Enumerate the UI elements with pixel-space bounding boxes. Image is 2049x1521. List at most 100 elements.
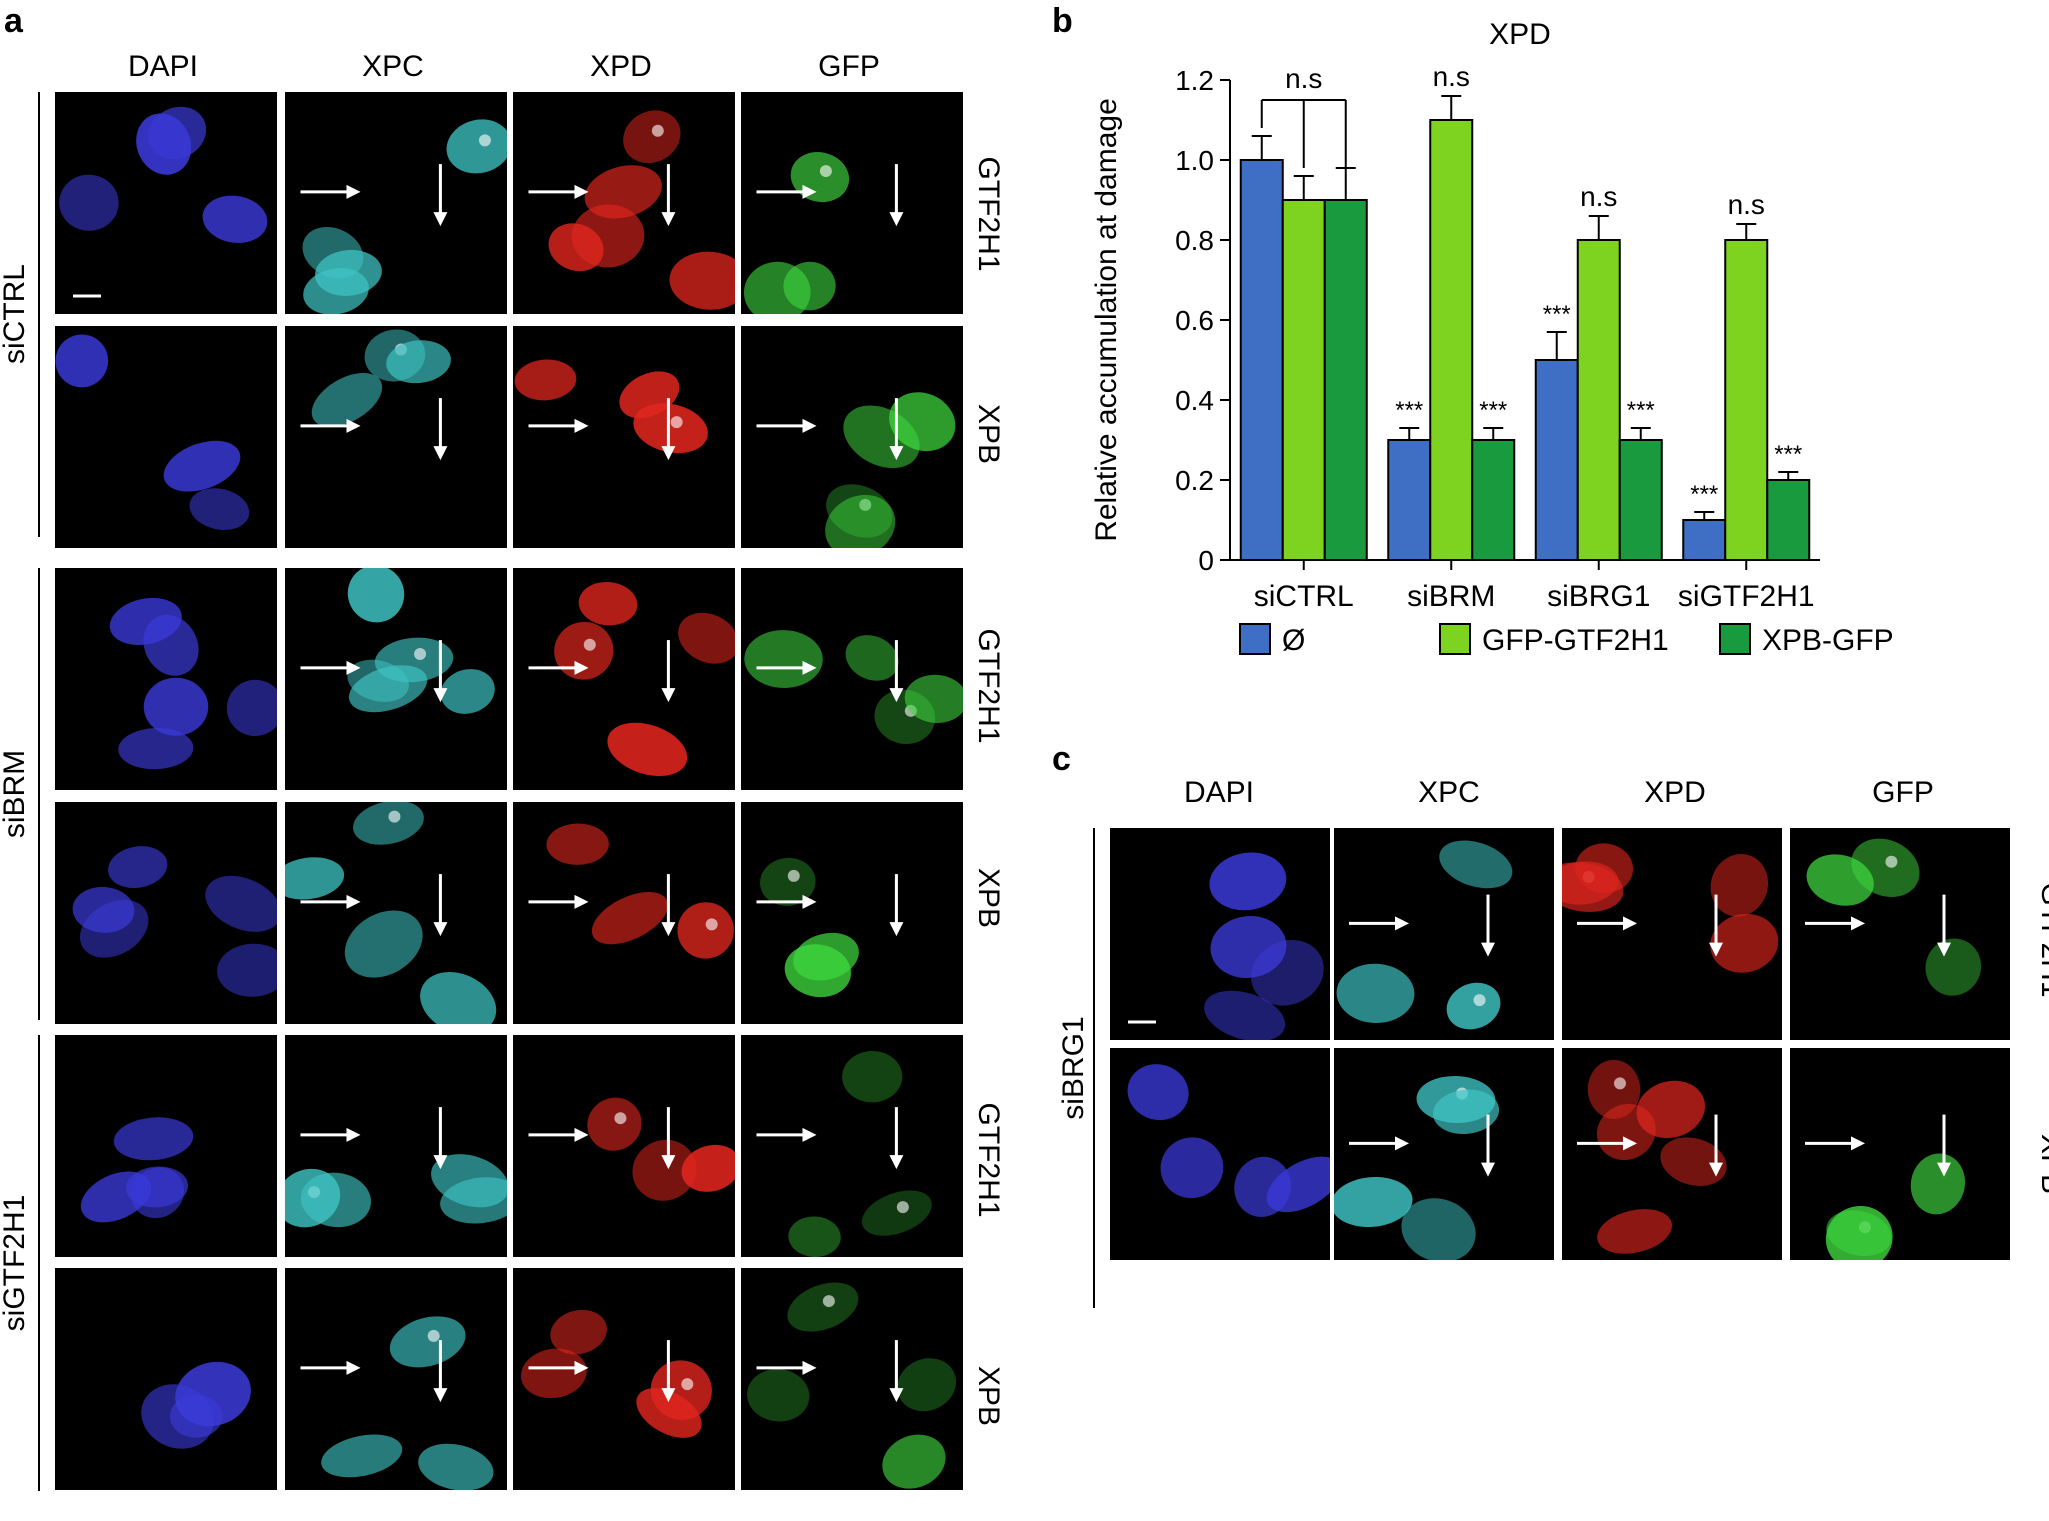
nucleus (109, 597, 182, 646)
arrow-icon (528, 1127, 589, 1142)
panel-a-r2-gfp-image (741, 568, 963, 790)
legend-swatch (1239, 623, 1271, 655)
x-tick-label: siBRM (1407, 580, 1495, 613)
panel-c-r1-dapi-image (1110, 1048, 1330, 1260)
chart-title: XPD (1489, 18, 1551, 51)
arrow-icon (300, 418, 361, 433)
panel-c-col-xpc: XPC (1418, 776, 1480, 809)
panel-c-r0-xpd-image (1562, 828, 1782, 1040)
panel-a-r2-xpd-image (513, 568, 735, 790)
nucleus (678, 612, 735, 664)
y-tick-label: 0.8 (1175, 225, 1214, 256)
damage-spot (1613, 1077, 1626, 1090)
arrow-icon (661, 398, 676, 461)
panel-c-r0-gfp-image (1790, 828, 2010, 1040)
nucleus (1597, 1209, 1673, 1254)
bar (1281, 199, 1326, 561)
bar (1387, 439, 1432, 561)
nucleus (1209, 852, 1287, 911)
nucleus (681, 1144, 735, 1192)
damage-spot (583, 638, 596, 651)
arrow-icon (300, 1360, 361, 1375)
row-label-sictrl-xpb: XPB (972, 403, 1005, 465)
x-tick-label: siGTF2H1 (1678, 580, 1815, 613)
damage-spot (896, 1201, 909, 1214)
x-tick-label: siCTRL (1254, 580, 1354, 613)
nucleus (677, 902, 734, 959)
nucleus (584, 165, 662, 219)
arrow-icon (756, 184, 817, 199)
damage-spot (787, 869, 800, 882)
arrow-icon (300, 660, 361, 675)
panel-c-r1-xpc-image (1334, 1048, 1554, 1260)
nucleus (226, 679, 277, 737)
panel-a-col-xpd: XPD (590, 50, 652, 83)
significance-label: n.s (1728, 189, 1765, 220)
nucleus (217, 943, 277, 997)
bar (1534, 359, 1579, 561)
arrow-icon (433, 398, 448, 461)
nucleus (315, 249, 382, 296)
nucleus (344, 910, 423, 978)
nucleus (431, 1154, 507, 1208)
arrow-icon (889, 874, 904, 937)
nucleus (619, 371, 680, 419)
significance-label: *** (1543, 301, 1571, 328)
nucleus (1401, 1198, 1476, 1260)
nucleus (793, 932, 859, 981)
arrow-icon (889, 398, 904, 461)
arrow-icon (889, 164, 904, 227)
arrow-icon (300, 894, 361, 909)
arrow-icon (756, 1360, 817, 1375)
arrow-icon (1937, 894, 1951, 957)
arrow-icon (1349, 916, 1409, 931)
panel-c-r1-xpd-image (1562, 1048, 1782, 1260)
panel-a-r5-xpd-image (513, 1268, 735, 1490)
nucleus (125, 1166, 189, 1208)
nucleus (347, 568, 405, 623)
nucleus (787, 1282, 859, 1332)
panel-letter-c: c (1052, 740, 1071, 778)
bracket-label: n.s (1285, 63, 1322, 94)
nucleus (389, 1316, 466, 1368)
arrow-icon (1481, 894, 1495, 957)
nucleus (669, 251, 735, 310)
nucleus (842, 1050, 903, 1103)
nucleus (825, 494, 896, 548)
row-label-sigtf2h1-xpb: XPB (972, 1365, 1005, 1427)
bar (1239, 159, 1284, 561)
nucleus (118, 727, 194, 770)
chart-y-axis-label: Relative accumulation at damage (1090, 98, 1123, 542)
nucleus (113, 1117, 194, 1161)
nucleus (1336, 963, 1415, 1024)
arrow-icon (433, 164, 448, 227)
nucleus (1710, 913, 1779, 973)
row-label-sictrl-gtf2h1: GTF2H1 (972, 156, 1005, 272)
nucleus (1446, 982, 1501, 1030)
significance-label: *** (1774, 441, 1802, 468)
group-line-sictrl (38, 92, 40, 537)
nucleus (1925, 938, 1982, 996)
panel-c-col-xpd: XPD (1644, 776, 1706, 809)
arrow-icon (528, 1360, 589, 1375)
nucleus (747, 1369, 810, 1422)
arrow-icon (1709, 1114, 1723, 1177)
nucleus (418, 1443, 494, 1490)
damage-spot (414, 647, 427, 660)
arrow-icon (528, 894, 589, 909)
group-label-sibrm: siBRM (0, 749, 31, 839)
legend-label: XPB-GFP (1762, 624, 1894, 657)
damage-spot (1473, 994, 1486, 1007)
arrow-icon (661, 1340, 676, 1403)
row-label-sibrm-xpb: XPB (972, 867, 1005, 929)
nucleus (136, 113, 192, 175)
nucleus (1910, 1153, 1966, 1215)
group-label-sictrl: siCTRL (0, 264, 31, 365)
arrow-icon (433, 1340, 448, 1403)
nucleus (607, 722, 688, 777)
panel-c-r1-gfp-image (1790, 1048, 2010, 1260)
nucleus (587, 1097, 642, 1151)
nucleus (1160, 1137, 1224, 1199)
nucleus (420, 972, 497, 1024)
group-line-sigtf2h1 (38, 1035, 40, 1491)
